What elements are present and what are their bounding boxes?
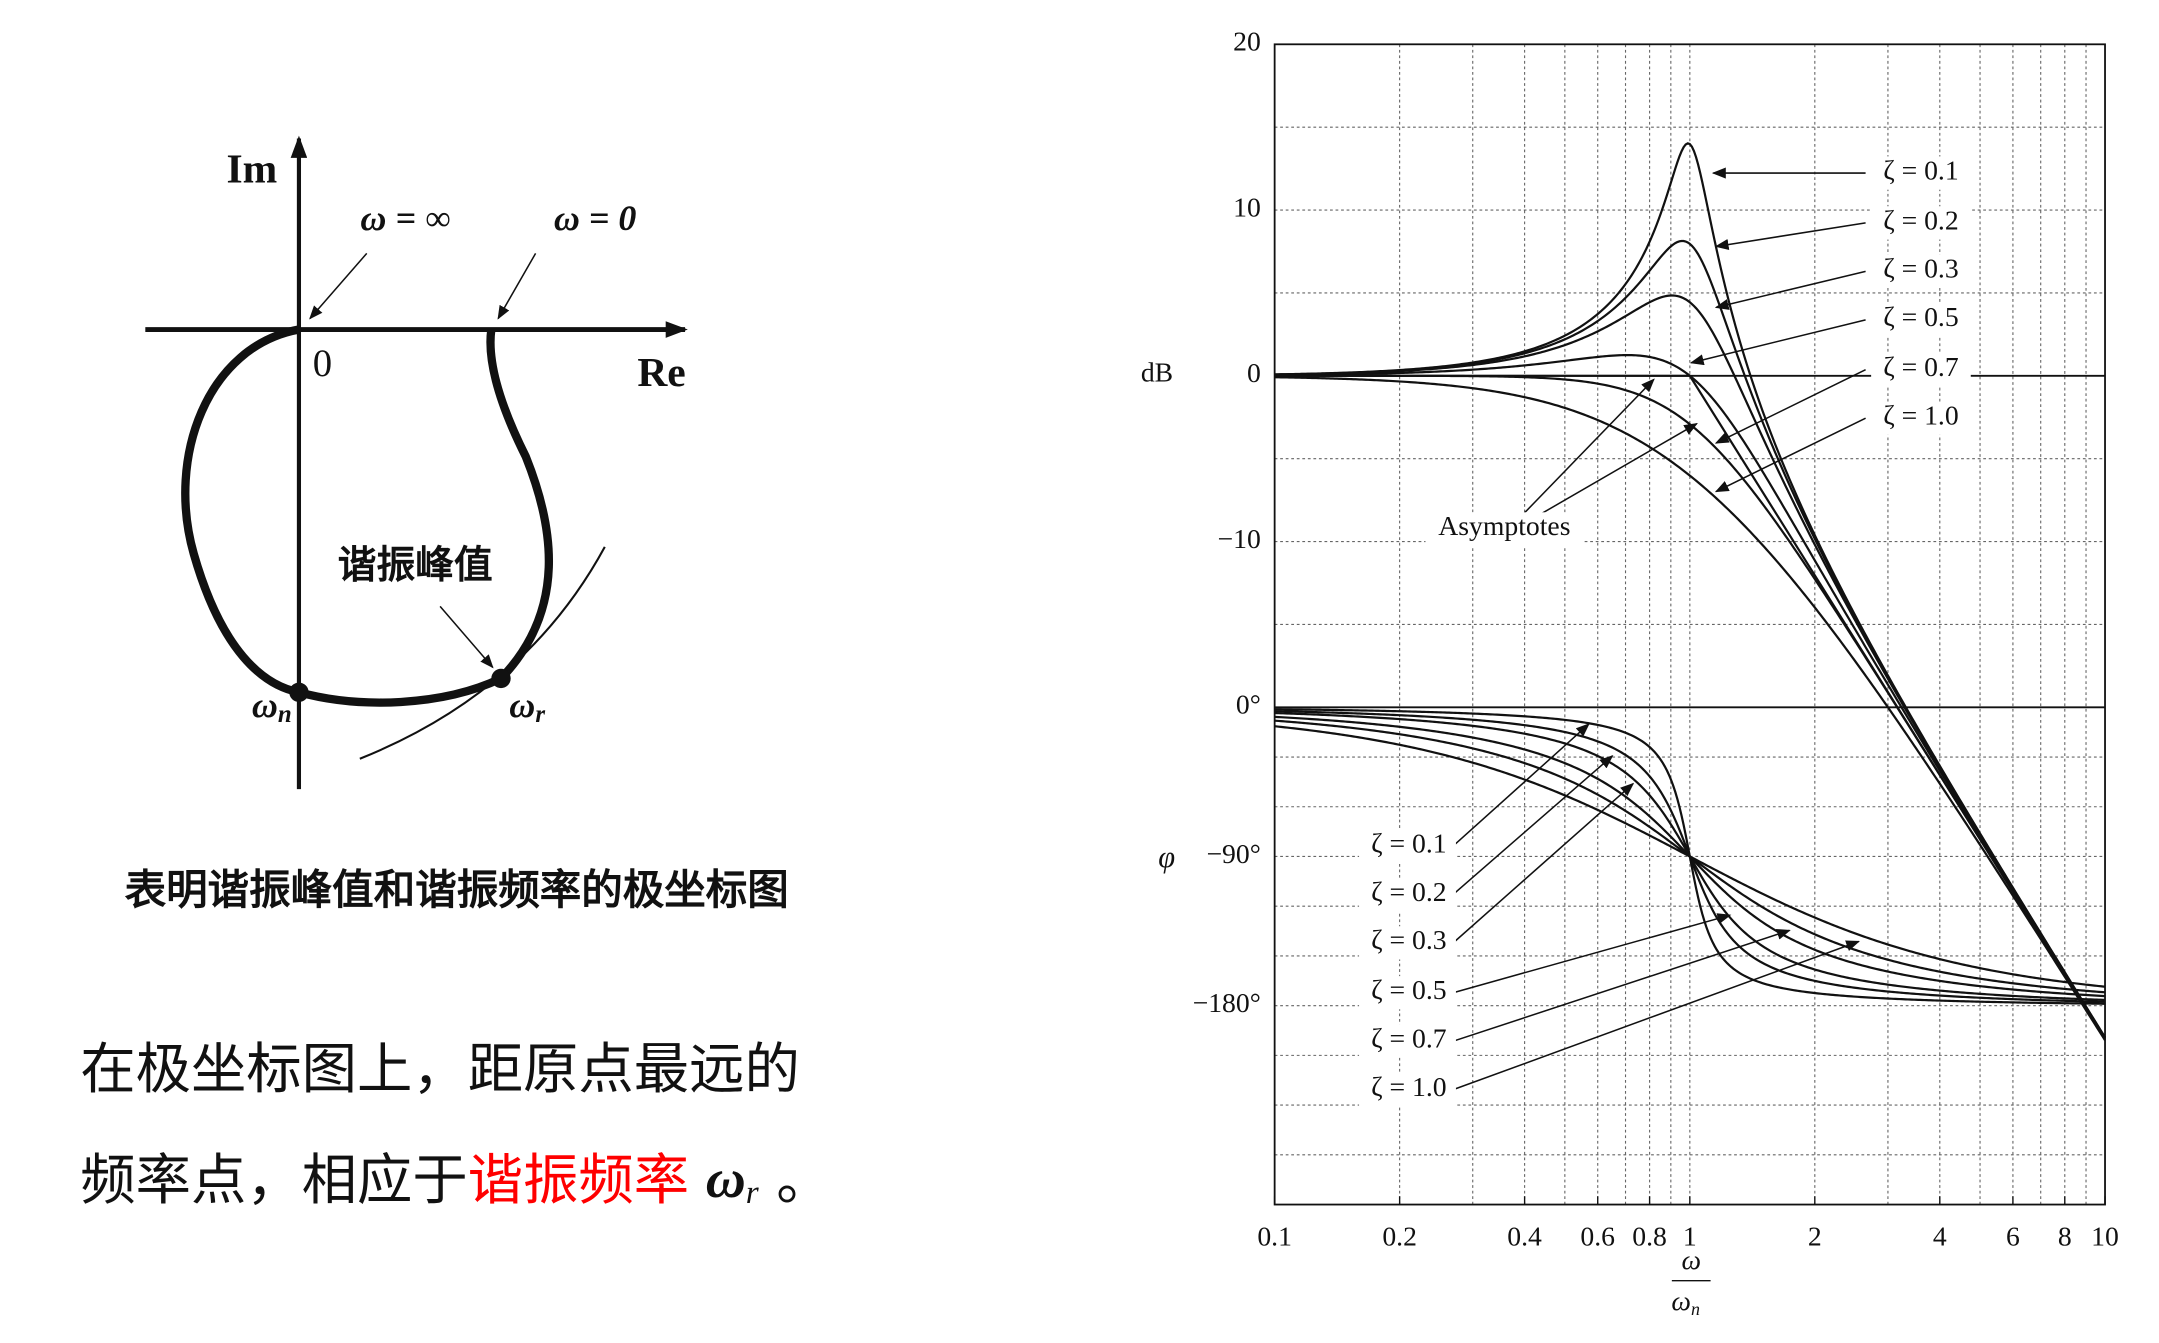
y2-tick-label: −180°	[1193, 987, 1261, 1018]
x-tick-label: 8	[2058, 1221, 2072, 1252]
x-tick-label: 0.6	[1580, 1221, 1615, 1252]
y2-label: φ	[1158, 840, 1175, 874]
symbol: ω	[1671, 1286, 1691, 1317]
arrow	[1452, 782, 1635, 944]
x-label-num: ω	[1681, 1244, 1701, 1275]
y-tick-label: 0	[1247, 357, 1261, 388]
subscript: n	[278, 701, 292, 728]
symbol: ω	[509, 685, 535, 725]
omega-inf-label: ω = ∞	[360, 198, 450, 238]
text: 频率点，相应于	[80, 1149, 467, 1213]
label-bg	[1359, 829, 1456, 863]
caption: 表明谐振峰值和谐振频率的极坐标图	[125, 865, 789, 914]
arrow	[1689, 319, 1866, 366]
y2-tick-label: 0°	[1236, 689, 1261, 720]
arrow	[1452, 929, 1791, 1042]
x-tick-label: 0.8	[1632, 1221, 1667, 1252]
symbol: ω	[252, 685, 278, 725]
series-label: ζ = 0.2	[1371, 876, 1446, 907]
bode-plot: 0.1 0.2 0.4 0.6 0.8 1 2 4 6 8 10 20 10 0 −10 0° −90° −180…	[1141, 26, 2119, 1320]
omega-r-point	[491, 668, 511, 689]
y-tick-label: 20	[1233, 26, 1261, 57]
y-tick-label: 10	[1233, 191, 1261, 222]
omega-n-label: ωn	[252, 685, 292, 727]
symbol: ω	[706, 1147, 746, 1208]
arrow	[1521, 378, 1655, 516]
arrow	[497, 252, 537, 320]
label-bg	[1425, 512, 1584, 546]
y-tick-label: −10	[1218, 523, 1261, 554]
series-label: ζ = 0.3	[1371, 924, 1446, 955]
arrow	[439, 605, 494, 669]
arrow	[1452, 755, 1614, 895]
label-bg	[1359, 1024, 1456, 1058]
arrow	[1538, 422, 1698, 516]
x-tick-label: 6	[2006, 1221, 2020, 1252]
arrow	[1714, 222, 1866, 250]
magnitude-curve	[1274, 294, 2106, 1039]
y2-tick-label: −90°	[1206, 838, 1260, 869]
subscript: r	[746, 1173, 760, 1210]
x-tick-label: 4	[1933, 1221, 1947, 1252]
arrow	[1714, 368, 1866, 444]
series-label: ζ = 0.5	[1883, 301, 1958, 332]
label-bg	[1359, 926, 1456, 960]
series-label: ζ = 1.0	[1371, 1071, 1446, 1102]
subscript: n	[1691, 1299, 1700, 1319]
omega-r-label: ωr	[509, 685, 545, 727]
series-label: ζ = 0.1	[1371, 827, 1446, 858]
series-label: ζ = 1.0	[1883, 399, 1958, 430]
x-tick-label: 0.4	[1507, 1221, 1542, 1252]
x-tick-label: 0.2	[1382, 1221, 1417, 1252]
x-tick-label: 1	[1683, 1221, 1697, 1252]
label-bg	[1871, 303, 1971, 337]
arrow	[1452, 723, 1590, 847]
label-bg	[1871, 353, 1971, 387]
series-label: ζ = 0.7	[1883, 351, 1959, 382]
omega-n-point	[289, 682, 309, 702]
series-label: ζ = 0.5	[1371, 974, 1446, 1005]
magnitude-curve	[1274, 353, 2106, 1039]
polar-diagram: Im Re 0 ω = ∞ ω = 0 谐振峰值 ωn ωr	[145, 135, 688, 790]
arrow	[1714, 417, 1866, 493]
subscript: r	[535, 701, 545, 728]
series-label: ζ = 0.1	[1883, 154, 1958, 185]
label-bg	[1871, 254, 1971, 288]
body-line: 频率点，相应于谐振频率 ωr 。	[80, 1147, 831, 1212]
series-label: ζ = 0.3	[1883, 253, 1958, 284]
origin-label: 0	[313, 342, 332, 385]
im-label: Im	[227, 146, 278, 192]
end: 。	[759, 1149, 832, 1213]
polar-curve	[181, 325, 553, 707]
x-tick-label: 10	[2091, 1221, 2119, 1252]
label-bg	[1871, 156, 1971, 190]
x-label-den: ωn	[1671, 1286, 1700, 1320]
re-label: Re	[637, 349, 685, 395]
y-label: dB	[1141, 357, 1173, 388]
arrow	[1714, 270, 1866, 310]
series-label: ζ = 0.7	[1371, 1023, 1447, 1054]
x-tick-label: 2	[1808, 1221, 1822, 1252]
arrow	[309, 252, 368, 320]
label-bg	[1871, 206, 1971, 240]
arrow	[1452, 913, 1732, 994]
omega-zero-label: ω = 0	[554, 198, 637, 238]
label-bg	[1359, 1073, 1456, 1107]
peak-label: 谐振峰值	[338, 543, 493, 588]
x-tick-label: 0.1	[1257, 1221, 1292, 1252]
label-bg	[1359, 976, 1456, 1010]
phase-curve	[1274, 725, 2106, 988]
series-label: ζ = 0.2	[1883, 204, 1958, 235]
highlight: 谐振频率	[468, 1149, 689, 1213]
label-bg	[1359, 877, 1456, 912]
arrow	[1452, 940, 1860, 1091]
body-line: 在极坐标图上，距原点最远的	[80, 1038, 800, 1102]
label-bg	[1871, 401, 1971, 435]
asymptote-label: Asymptotes	[1438, 510, 1570, 541]
magnitude-curve	[1274, 376, 2106, 1041]
